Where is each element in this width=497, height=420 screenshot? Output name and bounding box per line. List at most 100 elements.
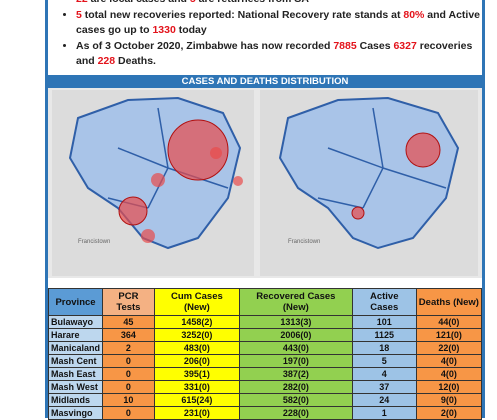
column-header: Deaths (New) (415, 288, 483, 316)
table-row: Mash Cent 0 206(0) 197(0) 5 4(0) (47, 354, 483, 368)
bubble (351, 206, 365, 220)
table-cell: Manicaland (47, 341, 104, 355)
bubble (141, 229, 155, 243)
table-cell: Midlands (47, 393, 104, 407)
province-borders (317, 107, 447, 209)
table-cell: 443(0) (239, 341, 353, 355)
header-row: Province PCR Tests Cum Cases (New) Recovere… (47, 288, 483, 316)
table-cell: 1313(3) (239, 315, 353, 329)
table-cell: Harare (47, 328, 104, 342)
text-segment: 1330 (152, 24, 176, 36)
table-cell: Bulawayo (47, 315, 104, 329)
table-row: Midlands 10 615(24) 582(0) 24 9(0) (47, 393, 483, 407)
banner: CASES AND DEATHS DISTRIBUTION (48, 75, 482, 88)
text-segment: 80% (403, 9, 425, 21)
maps: Francistown Francistown (48, 88, 482, 278)
map-right: Francistown (260, 90, 478, 276)
table-cell: 483(0) (153, 341, 241, 355)
text-segment: 22 (76, 0, 88, 5)
map-left: Francistown (52, 90, 254, 276)
table-row: Manicaland 2 483(0) 443(0) 18 22(0) (47, 341, 483, 355)
table-cell: 45 (102, 315, 155, 329)
text-segment: total new recoveries reported: National … (81, 9, 404, 21)
table-cell: 4(0) (415, 354, 483, 368)
text-segment: 5 (76, 9, 82, 21)
table-cell: 37 (351, 380, 417, 394)
bubble (210, 147, 222, 159)
table-cell: 0 (102, 367, 155, 381)
table-row: Harare 364 3252(0) 2006(0) 1125 121(0) (47, 328, 483, 342)
table-cell: 4(0) (415, 367, 483, 381)
table-cell: 331(0) (153, 380, 241, 394)
bubble (405, 132, 441, 168)
table-cell: 18 (351, 341, 417, 355)
column-header: Recovered Cases (New) (239, 288, 353, 316)
text-segment: 5 (190, 0, 196, 5)
table-cell: 197(0) (239, 354, 353, 368)
table-cell: 12(0) (415, 380, 483, 394)
table-cell: 0 (102, 380, 155, 394)
table-cell: 1458(2) (153, 315, 241, 329)
place-label: Francistown (288, 239, 320, 245)
bubble (118, 196, 148, 226)
table-cell: Mash West (47, 380, 104, 394)
table-cell: 0 (102, 354, 155, 368)
table-cell: 582(0) (239, 393, 353, 407)
table-body: Bulawayo 45 1458(2) 1313(3) 101 44(0) Harare 36… (47, 315, 483, 420)
place-label: Francistown (78, 239, 110, 245)
bullet: 22 are local cases and 5 are returnees f… (76, 0, 486, 7)
text-segment: As of 3 October 2020, Zimbabwe has now r… (76, 40, 334, 52)
table-row: Mash West 0 331(0) 282(0) 37 12(0) (47, 380, 483, 394)
table-cell: 364 (102, 328, 155, 342)
table-cell: 282(0) (239, 380, 353, 394)
table-cell: 3252(0) (153, 328, 241, 342)
bubble (167, 119, 229, 181)
text-segment: are local cases and (88, 0, 190, 5)
table-cell: 121(0) (415, 328, 483, 342)
column-header: Province (47, 288, 104, 316)
bubble (151, 173, 165, 187)
table-cell: 9(0) (415, 393, 483, 407)
table-cell: 0 (102, 406, 155, 420)
table-cell: 5 (351, 354, 417, 368)
column-header: PCR Tests (102, 288, 155, 316)
text-segment: 6327 (393, 40, 417, 52)
table-cell: 22(0) (415, 341, 483, 355)
table-cell: 615(24) (153, 393, 241, 407)
text-segment: are returnees from SA (196, 0, 309, 5)
bullet: As of 3 October 2020, Zimbabwe has now r… (76, 39, 486, 69)
table-cell: 24 (351, 393, 417, 407)
sheet: 22 are local cases and 5 are returnees f… (45, 0, 486, 420)
table-cell: 206(0) (153, 354, 241, 368)
bullet: 5 total new recoveries reported: Nationa… (76, 8, 486, 38)
bubble (233, 176, 243, 186)
table-cell: 2(0) (415, 406, 483, 420)
text-segment: today (175, 24, 207, 36)
table-cell: 101 (351, 315, 417, 329)
table-cell: 395(1) (153, 367, 241, 381)
table-cell: 2 (102, 341, 155, 355)
table-row: Bulawayo 45 1458(2) 1313(3) 101 44(0) (47, 315, 483, 329)
text-segment: and Active cases go up to (76, 9, 481, 36)
table-cell: 44(0) (415, 315, 483, 329)
column-header: Active Cases (351, 288, 417, 316)
text-segment: Cases (356, 40, 394, 52)
table-cell: Mash Cent (47, 354, 104, 368)
table-cell: 387(2) (239, 367, 353, 381)
column-header: Cum Cases (New) (153, 288, 241, 316)
bullet-list: 22 are local cases and 5 are returnees f… (62, 0, 486, 70)
table-cell: 10 (102, 393, 155, 407)
table-row: Mash East 0 395(1) 387(2) 4 4(0) (47, 367, 483, 381)
text-segment: recoveries and (76, 40, 473, 67)
text-segment: 7885 (333, 40, 357, 52)
table-cell: 1 (351, 406, 417, 420)
text-segment: Deaths. (115, 55, 156, 67)
table-cell: Mash East (47, 367, 104, 381)
map-graphics: Francistown Francistown (52, 90, 478, 276)
text-segment: 228 (97, 55, 116, 67)
table: Province PCR Tests Cum Cases (New) Recovere… (47, 288, 483, 420)
table-cell: 1125 (351, 328, 417, 342)
table-row: Masvingo 0 231(0) 228(0) 1 2(0) (47, 406, 483, 420)
table-cell: 2006(0) (239, 328, 353, 342)
